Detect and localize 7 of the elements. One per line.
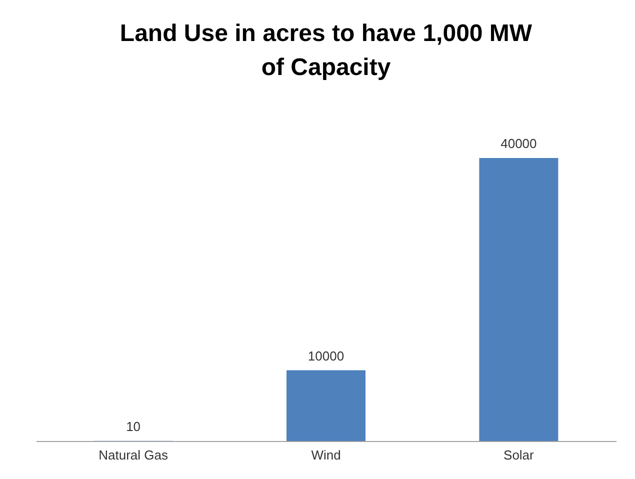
x-tick-label: Solar	[504, 448, 535, 462]
x-tick-label: Wind	[311, 448, 341, 462]
data-label: 10000	[308, 348, 344, 364]
x-tick-label: Natural Gas	[98, 448, 168, 462]
data-label: 10	[126, 418, 141, 434]
chart-title: Land Use in acres to have 1,000 MW of Capacity	[120, 20, 532, 81]
data-label: 40000	[500, 136, 537, 151]
